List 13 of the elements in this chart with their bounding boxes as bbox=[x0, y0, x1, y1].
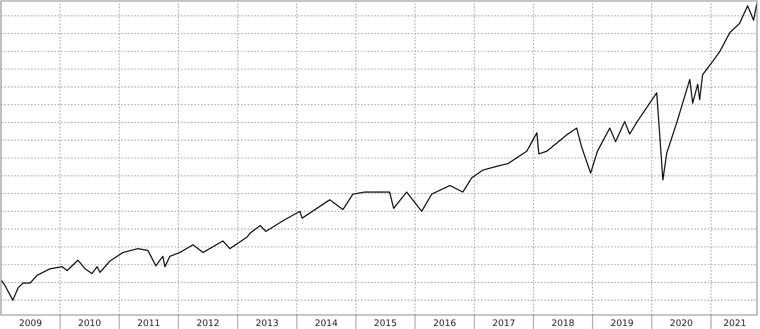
x-tick-label: 2015 bbox=[374, 319, 396, 326]
x-tick-label: 2012 bbox=[197, 319, 219, 326]
x-tick-label: 2018 bbox=[552, 319, 574, 326]
x-tick-label: 2016 bbox=[434, 319, 456, 326]
x-tick-label: 2010 bbox=[78, 319, 100, 326]
x-tick-label: 2019 bbox=[611, 319, 633, 326]
x-tick-label: 2013 bbox=[256, 319, 278, 326]
x-tick-label: 2020 bbox=[670, 319, 692, 326]
x-tick-label: 2014 bbox=[315, 319, 338, 326]
x-tick-label: 2021 bbox=[724, 319, 746, 326]
x-tick-label: 2017 bbox=[492, 319, 515, 326]
x-tick-label: 2009 bbox=[20, 319, 42, 326]
x-tick-label: 2011 bbox=[138, 319, 160, 326]
